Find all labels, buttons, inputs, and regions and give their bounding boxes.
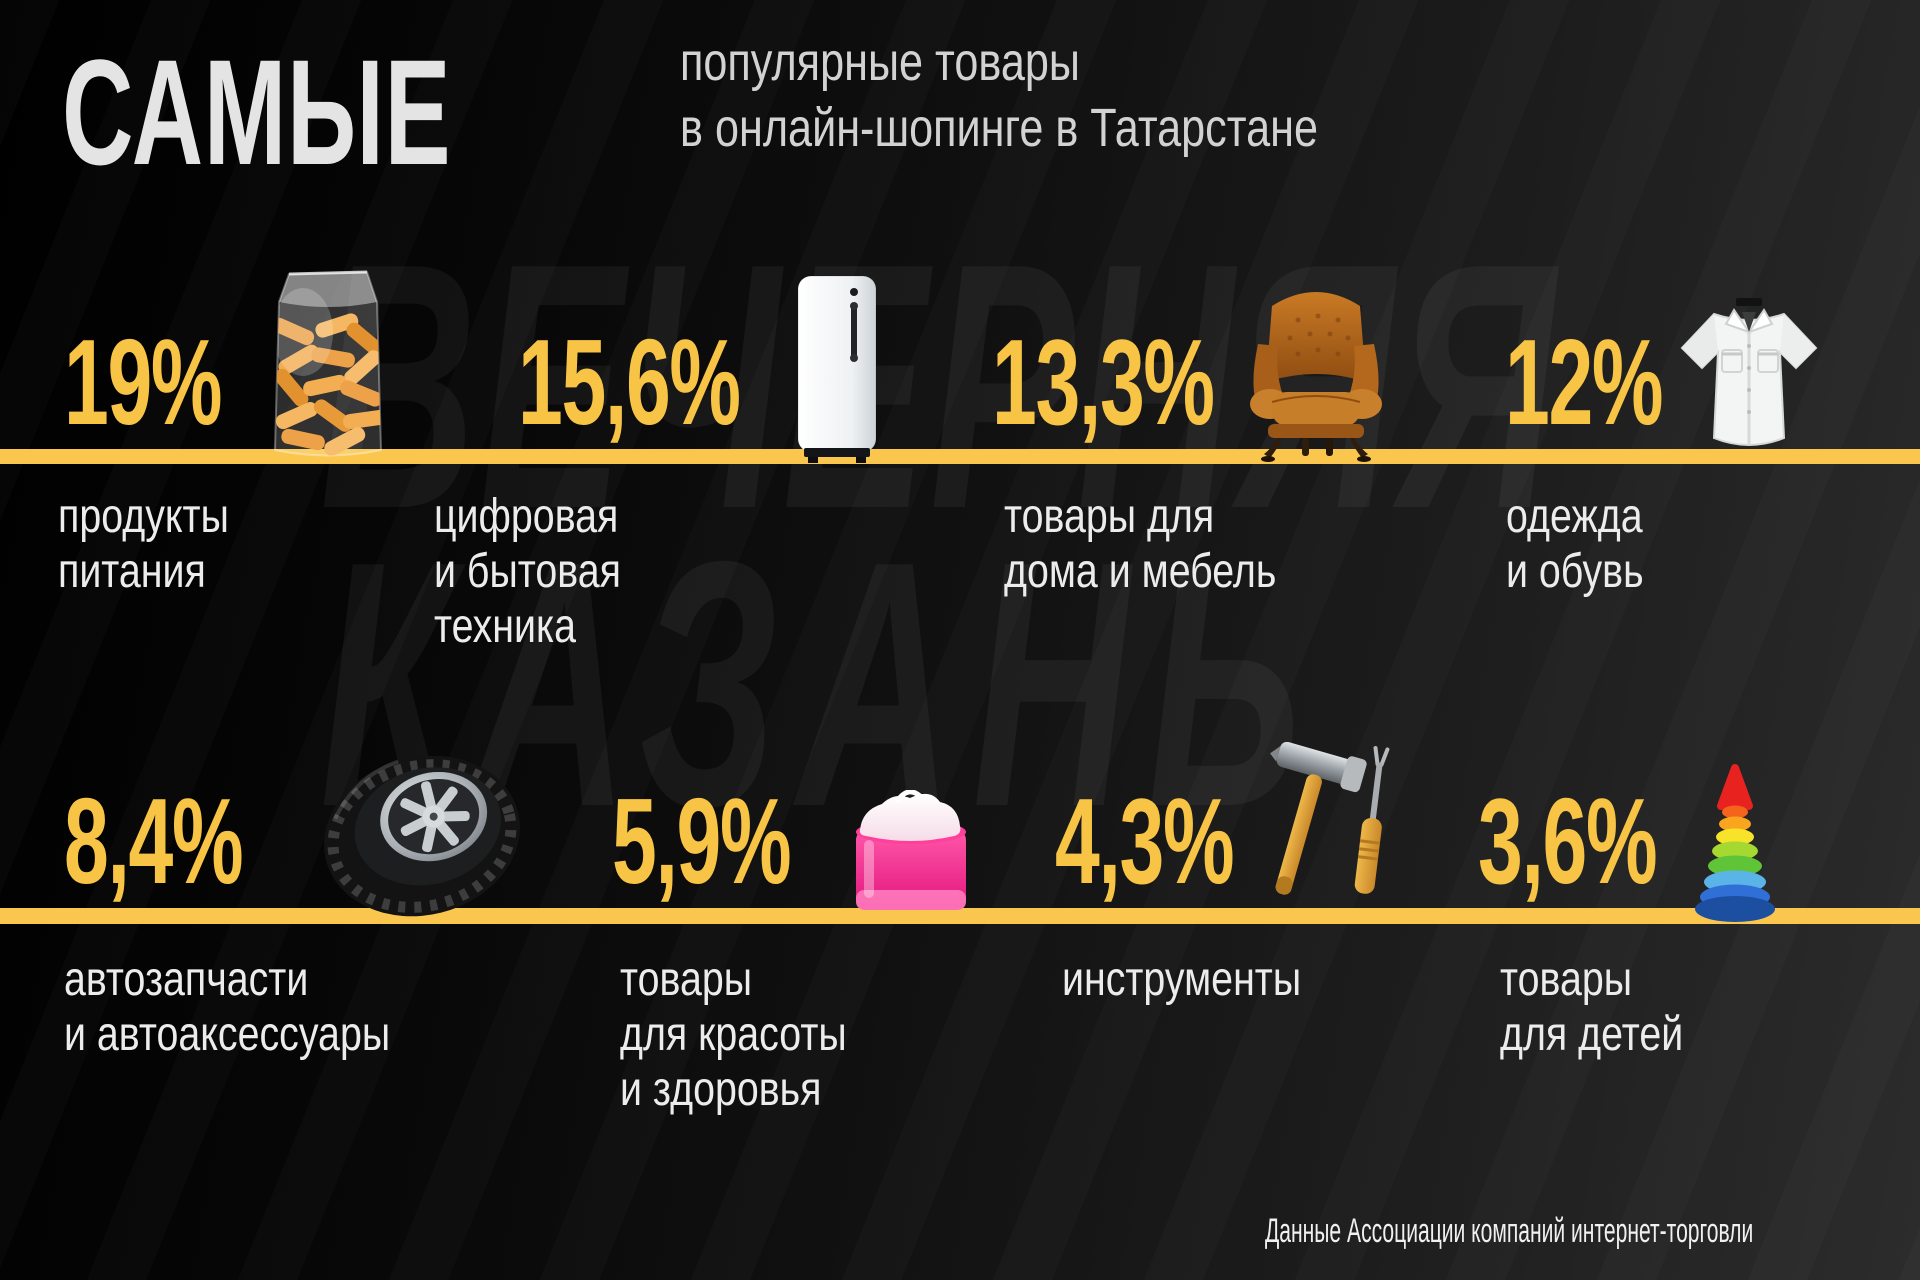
value-beauty: 5,9%	[612, 773, 792, 909]
refrigerator-icon	[797, 275, 877, 463]
tire-icon	[324, 755, 520, 917]
value-kids: 3,6%	[1478, 773, 1658, 909]
value-tools: 4,3%	[1055, 773, 1235, 909]
watermark: ВЕЧЕРНЯЯ КАЗАНЬ	[320, 212, 1558, 859]
page-title: САМЫЕ	[62, 28, 452, 196]
label-tech: цифровая и бытовая техника	[434, 490, 621, 654]
pyramid-toy-icon	[1695, 764, 1775, 922]
subtitle-line1: популярные товары	[680, 32, 1080, 92]
value-auto: 8,4%	[64, 773, 244, 909]
label-home: товары для дома и мебель	[1004, 490, 1277, 599]
pasta-bag-icon	[273, 270, 383, 457]
label-food: продукты питания	[58, 490, 229, 599]
label-beauty: товары для красоты и здоровья	[620, 953, 847, 1117]
value-home: 13,3%	[992, 314, 1215, 450]
armchair-icon	[1250, 292, 1382, 462]
divider-row1	[0, 449, 1920, 464]
value-tech: 15,6%	[518, 314, 741, 450]
label-auto: автозапчасти и автоаксессуары	[64, 953, 391, 1062]
data-source: Данные Ассоциации компаний интернет-торг…	[1265, 1212, 1754, 1250]
watermark-line1: ВЕЧЕРНЯЯ	[320, 191, 1558, 582]
value-clothes: 12%	[1505, 314, 1664, 450]
page-subtitle: популярные товары в онлайн-шопинге в Тат…	[680, 30, 1318, 162]
subtitle-line2: в онлайн-шопинге в Татарстане	[680, 97, 1318, 158]
shirt-icon	[1680, 298, 1818, 446]
divider-row2	[0, 908, 1920, 924]
cream-jar-icon	[856, 790, 966, 910]
tools-icon	[1270, 742, 1390, 895]
label-clothes: одежда и обувь	[1506, 490, 1644, 599]
value-food: 19%	[64, 314, 223, 450]
label-kids: товары для детей	[1500, 953, 1684, 1062]
label-tools: инструменты	[1062, 953, 1302, 1006]
